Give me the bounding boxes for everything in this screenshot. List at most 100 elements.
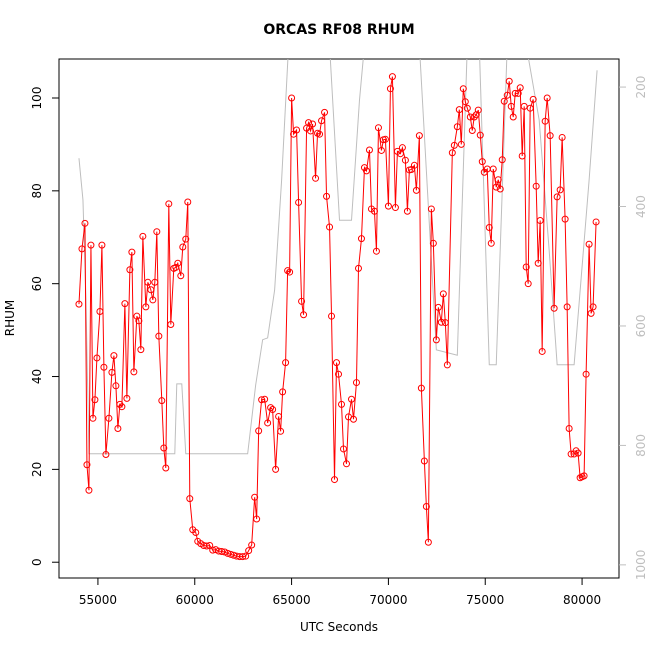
- data-point: [563, 303, 571, 311]
- data-point: [121, 300, 129, 308]
- data-point: [272, 465, 280, 473]
- data-point: [182, 235, 190, 243]
- data-point: [102, 451, 110, 459]
- data-point: [546, 132, 554, 140]
- data-point: [349, 415, 357, 423]
- data-point: [441, 319, 449, 327]
- data-point: [522, 263, 530, 271]
- data-point: [142, 303, 150, 311]
- data-point: [335, 370, 343, 378]
- y-tick-label: 100: [30, 87, 44, 110]
- data-point: [391, 204, 399, 212]
- data-point: [174, 259, 182, 267]
- data-point: [384, 202, 392, 210]
- data-point: [520, 102, 528, 110]
- data-point: [538, 347, 546, 355]
- data-point: [165, 200, 173, 208]
- data-point: [98, 241, 106, 249]
- series-line: [78, 59, 598, 455]
- data-point: [251, 493, 259, 501]
- data-point: [362, 167, 370, 175]
- data-point: [305, 119, 313, 127]
- y2-tick-label: 200: [634, 76, 648, 99]
- data-point: [91, 396, 99, 404]
- x-tick-label: 70000: [369, 593, 407, 607]
- data-point: [511, 89, 519, 97]
- y-tick-label: 0: [30, 558, 44, 566]
- data-point: [372, 247, 380, 255]
- data-point: [100, 363, 108, 371]
- data-point: [381, 135, 389, 143]
- data-point: [162, 464, 170, 472]
- data-point: [298, 297, 306, 305]
- data-point: [556, 186, 564, 194]
- data-point: [524, 280, 532, 288]
- data-point: [422, 503, 430, 511]
- data-point: [137, 346, 145, 354]
- data-point: [192, 529, 200, 537]
- data-point: [365, 146, 373, 154]
- data-point: [160, 444, 168, 452]
- data-point: [253, 515, 261, 523]
- data-point: [567, 450, 575, 458]
- y2-tick-label: 400: [634, 195, 648, 218]
- data-point: [572, 447, 580, 455]
- data-point: [453, 123, 461, 131]
- data-point: [167, 321, 175, 329]
- data-point: [485, 224, 493, 232]
- data-point: [130, 368, 138, 376]
- data-point: [267, 404, 275, 412]
- data-point: [496, 185, 504, 193]
- data-point: [352, 379, 360, 387]
- data-point: [218, 548, 226, 556]
- data-point: [427, 205, 435, 213]
- data-point: [492, 183, 500, 191]
- data-point: [105, 414, 113, 422]
- chart-title: ORCAS RF08 RHUM: [263, 22, 414, 38]
- data-point: [151, 278, 159, 286]
- data-point: [498, 156, 506, 164]
- data-point: [580, 472, 588, 480]
- data-point: [144, 278, 152, 286]
- data-point: [264, 419, 272, 427]
- data-point: [558, 133, 566, 141]
- data-point: [177, 272, 185, 280]
- data-point: [357, 235, 365, 243]
- data-point: [585, 240, 593, 248]
- data-point: [370, 207, 378, 215]
- data-point: [108, 368, 116, 376]
- data-point: [565, 425, 573, 433]
- data-point: [323, 192, 331, 200]
- data-point: [186, 495, 194, 503]
- data-point: [543, 94, 551, 102]
- x-axis-label: UTC Seconds: [300, 620, 378, 634]
- x-tick-label: 65000: [272, 593, 310, 607]
- data-point: [494, 176, 502, 184]
- data-point: [255, 427, 263, 435]
- data-point: [450, 141, 458, 149]
- data-point: [343, 460, 351, 468]
- data-point: [147, 286, 155, 294]
- x-tick-label: 60000: [176, 593, 214, 607]
- data-point: [133, 312, 141, 320]
- data-point: [239, 553, 247, 561]
- data-point: [96, 308, 104, 316]
- data-point: [112, 382, 120, 390]
- data-point: [326, 223, 334, 231]
- data-point: [412, 186, 420, 194]
- y-tick-label: 20: [30, 462, 44, 477]
- data-point: [261, 395, 269, 403]
- data-point: [224, 549, 232, 557]
- data-point: [81, 219, 89, 227]
- data-point: [139, 232, 147, 240]
- data-point: [118, 403, 126, 411]
- data-point: [592, 218, 600, 226]
- data-point: [318, 117, 326, 125]
- data-point: [78, 245, 86, 253]
- data-point: [455, 106, 463, 114]
- data-point: [415, 132, 423, 140]
- data-point: [245, 547, 253, 555]
- data-point: [328, 312, 336, 320]
